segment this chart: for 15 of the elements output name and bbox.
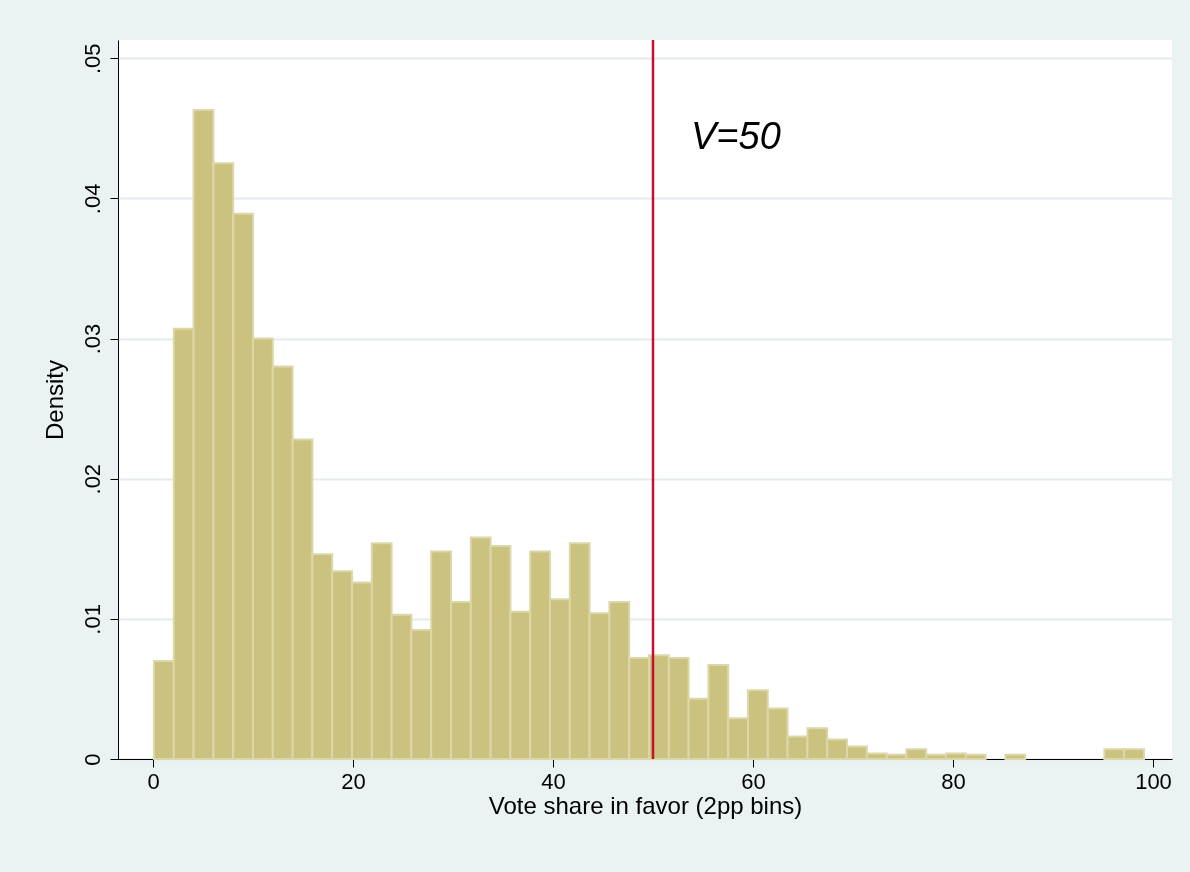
x-tick-label: 40: [541, 768, 566, 794]
x-tick-label: 60: [741, 768, 766, 794]
y-tick-label: .02: [79, 463, 105, 495]
y-tick-label: 0: [79, 753, 105, 766]
y-tick-label: .04: [79, 183, 105, 215]
x-tick-label: 100: [1135, 768, 1172, 794]
y-tick-label: .01: [79, 604, 105, 635]
ref-line-label: V=50: [691, 115, 781, 157]
y-axis-title: Density: [40, 359, 68, 441]
x-tick-label: 20: [341, 768, 366, 794]
x-axis-title: Vote share in favor (2pp bins): [488, 791, 803, 819]
y-tick-label: .03: [79, 323, 105, 355]
y-tick-label: .05: [79, 43, 105, 75]
x-tick-label: 80: [941, 768, 966, 794]
x-tick-label: 0: [147, 768, 160, 794]
